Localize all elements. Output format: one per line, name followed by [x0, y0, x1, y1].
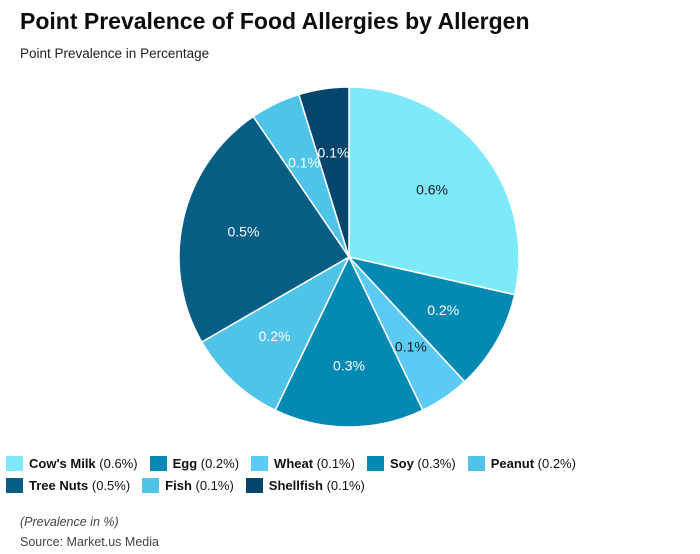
- svg-text:0.2%: 0.2%: [259, 328, 291, 344]
- svg-text:0.1%: 0.1%: [288, 154, 320, 170]
- svg-text:0.3%: 0.3%: [333, 358, 365, 374]
- svg-text:0.6%: 0.6%: [416, 181, 448, 197]
- svg-text:0.1%: 0.1%: [395, 338, 427, 354]
- svg-text:0.2%: 0.2%: [427, 302, 459, 318]
- svg-text:0.5%: 0.5%: [227, 224, 259, 240]
- svg-text:0.1%: 0.1%: [318, 145, 350, 161]
